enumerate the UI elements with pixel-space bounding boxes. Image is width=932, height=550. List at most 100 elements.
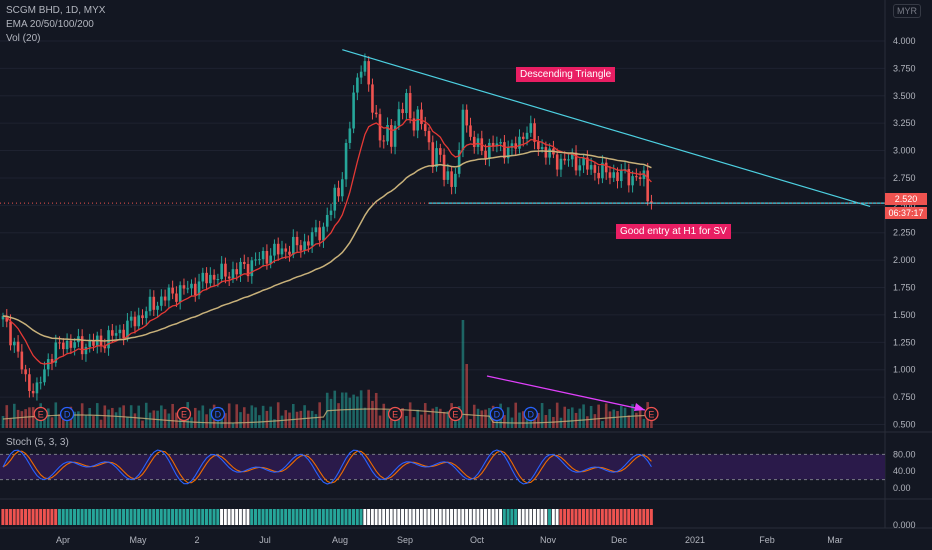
candle xyxy=(182,285,186,289)
pattern-annotation[interactable]: Descending Triangle xyxy=(516,67,616,82)
signal-bar xyxy=(167,509,171,525)
candle xyxy=(118,329,122,334)
signal-bar xyxy=(404,509,408,525)
volume-bar xyxy=(80,403,84,428)
signal-bar xyxy=(16,509,20,525)
candle xyxy=(318,227,321,241)
volume-bar xyxy=(92,416,95,428)
volume-bar xyxy=(273,419,276,428)
candle xyxy=(43,369,46,383)
candle xyxy=(288,251,291,255)
candle xyxy=(627,169,631,186)
signal-bar xyxy=(50,509,54,525)
volume-bar xyxy=(254,407,257,428)
event-label: E xyxy=(181,410,187,420)
stoch-k-line xyxy=(2,449,652,485)
signal-bar xyxy=(630,509,634,525)
volume-bar xyxy=(416,409,419,428)
volume-bar xyxy=(9,418,12,428)
signal-bar xyxy=(84,509,88,525)
candle xyxy=(356,77,359,93)
candle xyxy=(133,316,137,327)
candle xyxy=(242,261,246,265)
candle xyxy=(205,272,208,284)
signal-bar xyxy=(178,509,182,525)
candle xyxy=(518,136,521,149)
candle xyxy=(427,130,431,143)
price-tick: 3.000 xyxy=(893,146,916,156)
candle xyxy=(570,152,574,160)
candle xyxy=(254,259,257,261)
candle xyxy=(363,61,367,72)
signal-bar xyxy=(159,509,163,525)
candle xyxy=(197,281,201,296)
signal-bar xyxy=(634,509,638,525)
candle xyxy=(325,214,329,227)
candle xyxy=(295,236,299,246)
candle xyxy=(529,123,533,133)
signal-bar xyxy=(412,509,416,525)
candle xyxy=(307,241,310,246)
time-tick: Jul xyxy=(259,535,271,545)
volume-bar xyxy=(604,403,608,428)
event-label: E xyxy=(38,410,44,420)
signal-bar xyxy=(140,509,144,525)
signal-bar xyxy=(370,509,374,525)
price-tick: 3.250 xyxy=(893,118,916,128)
candle xyxy=(650,201,653,204)
candle xyxy=(103,346,107,349)
signal-bar xyxy=(623,509,627,525)
volume-bar xyxy=(480,410,484,428)
volume-bar xyxy=(261,405,265,428)
volume-bar xyxy=(291,404,295,428)
volume-bar xyxy=(24,409,27,428)
candle xyxy=(563,158,567,161)
signal-bar xyxy=(574,509,578,525)
candle xyxy=(371,84,374,113)
signal-bar xyxy=(318,509,322,525)
volume-bar xyxy=(73,411,76,428)
entry-annotation[interactable]: Good entry at H1 for SV xyxy=(616,224,731,239)
candle xyxy=(201,272,205,282)
signal-bar xyxy=(163,509,167,525)
signal-bar xyxy=(600,509,604,525)
volume-bar xyxy=(209,408,212,428)
candle xyxy=(619,169,623,182)
candle xyxy=(525,132,529,139)
signal-bar xyxy=(495,509,499,525)
volume-bar xyxy=(284,410,288,428)
volume-bar xyxy=(314,414,318,428)
time-tick: 2021 xyxy=(685,535,705,545)
event-label: D xyxy=(215,410,222,420)
last-price-tag: 2.520 xyxy=(885,193,927,205)
signal-bar xyxy=(544,509,548,525)
volume-bar xyxy=(382,403,386,428)
candle xyxy=(439,148,442,155)
signal-bar xyxy=(397,509,401,525)
signal-bar xyxy=(597,509,601,525)
price-tick: 2.000 xyxy=(893,255,916,265)
candle xyxy=(144,311,148,319)
volume-bar xyxy=(201,405,205,428)
volume-bar xyxy=(77,411,80,428)
candle xyxy=(423,124,427,131)
candle xyxy=(578,165,582,171)
signal-bar xyxy=(295,509,299,525)
volume-bar xyxy=(623,407,627,428)
signal-bar xyxy=(208,509,212,525)
volume-bar xyxy=(484,409,487,428)
signal-bar xyxy=(378,509,382,525)
volume-bar xyxy=(280,415,284,428)
signal-bar xyxy=(8,509,12,525)
signal-bar xyxy=(646,509,650,525)
volume-bar xyxy=(58,414,61,428)
ema-fast-line xyxy=(2,118,652,365)
signal-bar xyxy=(303,509,306,525)
signal-bar xyxy=(20,509,24,525)
candle xyxy=(450,171,453,187)
signal-bar xyxy=(114,509,118,525)
volume-bar xyxy=(518,412,521,428)
currency-badge[interactable]: MYR xyxy=(893,4,921,18)
signal-bar xyxy=(88,509,92,525)
